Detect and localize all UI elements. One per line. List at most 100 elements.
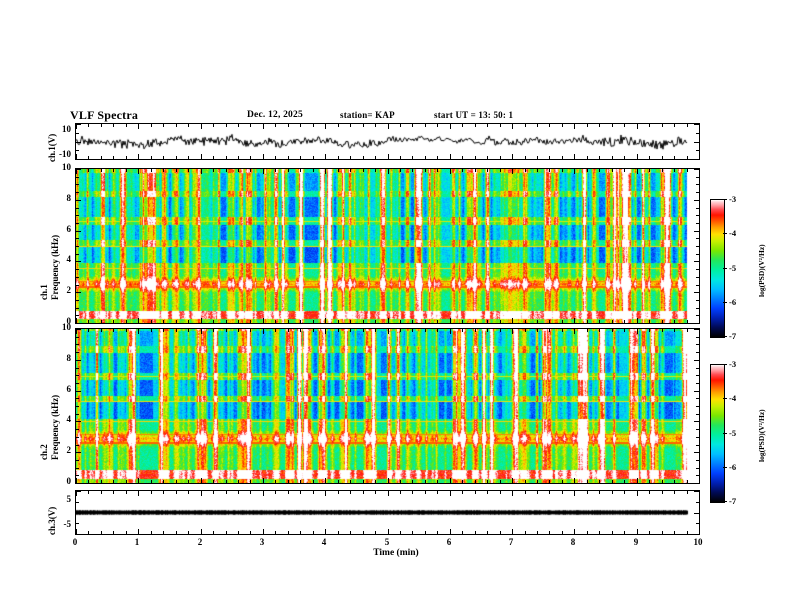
- xtick-minor: [188, 491, 189, 494]
- xtick-major: [263, 491, 264, 496]
- ytick-major: [76, 292, 81, 293]
- ch1-spectrogram-image: [76, 169, 699, 323]
- xtick-minor: [338, 156, 339, 159]
- xtick-minor: [126, 531, 127, 534]
- xtick-major: [388, 491, 389, 496]
- xtick-minor: [537, 169, 538, 172]
- xtick-major: [450, 318, 451, 323]
- xtick-minor: [612, 531, 613, 534]
- xtick-major: [388, 124, 389, 129]
- xtick-major: [76, 491, 77, 496]
- xtick-label-6: 6: [446, 537, 452, 547]
- xtick-major: [263, 318, 264, 323]
- xtick-minor: [624, 480, 625, 483]
- xtick-minor: [176, 491, 177, 494]
- xtick-minor: [412, 480, 413, 483]
- xtick-minor: [250, 320, 251, 323]
- ytick-minor: [696, 133, 699, 134]
- xtick-minor: [250, 156, 251, 159]
- xtick-minor: [400, 329, 401, 332]
- xtick-minor: [462, 480, 463, 483]
- xtick-minor: [549, 124, 550, 127]
- xtick-label-7: 7: [508, 537, 514, 547]
- xtick-major: [388, 318, 389, 323]
- xtick-minor: [288, 156, 289, 159]
- xtick-minor: [462, 169, 463, 172]
- xtick-major: [263, 169, 264, 174]
- xtick-major: [637, 169, 638, 174]
- ytick-major: [76, 261, 81, 262]
- xtick-minor: [687, 531, 688, 534]
- ch2-ytick-label-10: 10: [62, 322, 71, 332]
- ytick-major: [76, 483, 81, 484]
- xtick-minor: [363, 480, 364, 483]
- colorbar-ch2-label: log(PSD)(V²/Hz): [757, 409, 766, 462]
- ch1-ytick-label-6: 6: [66, 223, 72, 234]
- xtick-major: [574, 491, 575, 496]
- ytick-major: [694, 391, 699, 392]
- xtick-minor: [412, 169, 413, 172]
- xtick-minor: [126, 156, 127, 159]
- xtick-minor: [238, 531, 239, 534]
- xtick-minor: [437, 169, 438, 172]
- xtick-minor: [313, 169, 314, 172]
- xtick-minor: [350, 156, 351, 159]
- xtick-minor: [338, 480, 339, 483]
- xtick-major: [325, 529, 326, 534]
- ytick-minor: [76, 208, 79, 209]
- xtick-major: [450, 124, 451, 129]
- xtick-minor: [462, 320, 463, 323]
- xtick-minor: [562, 124, 563, 127]
- xtick-major: [512, 491, 513, 496]
- xtick-minor: [525, 480, 526, 483]
- xtick-minor: [537, 320, 538, 323]
- xtick-minor: [462, 491, 463, 494]
- xtick-minor: [275, 124, 276, 127]
- xtick-minor: [275, 169, 276, 172]
- colorbar-label-neg6: -6: [729, 462, 737, 472]
- figure-title: VLF Spectra: [70, 108, 139, 122]
- ytick-major: [694, 200, 699, 201]
- xtick-minor: [300, 124, 301, 127]
- xtick-minor: [549, 169, 550, 172]
- xtick-minor: [226, 124, 227, 127]
- xtick-label-0: 0: [72, 537, 78, 547]
- xtick-minor: [113, 320, 114, 323]
- xtick-major: [263, 154, 264, 159]
- xtick-minor: [113, 491, 114, 494]
- ytick-minor: [76, 375, 79, 376]
- xtick-minor: [612, 320, 613, 323]
- xtick-minor: [126, 329, 127, 332]
- xtick-minor: [437, 480, 438, 483]
- xtick-minor: [176, 480, 177, 483]
- xtick-minor: [662, 329, 663, 332]
- xtick-minor: [624, 124, 625, 127]
- ch2-ytick-label-2: 2: [66, 445, 72, 456]
- xtick-minor: [437, 329, 438, 332]
- xtick-minor: [587, 124, 588, 127]
- xtick-minor: [151, 156, 152, 159]
- xtick-major: [450, 478, 451, 483]
- xtick-minor: [562, 329, 563, 332]
- colorbar-label-neg4: -4: [729, 228, 737, 238]
- xtick-minor: [375, 169, 376, 172]
- ch3-waveform-trace: [76, 491, 699, 534]
- xtick-minor: [313, 156, 314, 159]
- xtick-minor: [101, 169, 102, 172]
- ytick-minor: [76, 192, 79, 193]
- xtick-minor: [687, 491, 688, 494]
- xtick-major: [574, 169, 575, 174]
- xtick-minor: [350, 329, 351, 332]
- xtick-minor: [500, 320, 501, 323]
- xtick-minor: [674, 124, 675, 127]
- xtick-minor: [425, 491, 426, 494]
- ytick-minor: [696, 192, 699, 193]
- xtick-minor: [101, 480, 102, 483]
- xtick-minor: [238, 329, 239, 332]
- xtick-major: [637, 491, 638, 496]
- xtick-minor: [587, 480, 588, 483]
- xtick-minor: [163, 329, 164, 332]
- xtick-minor: [662, 320, 663, 323]
- xtick-minor: [250, 124, 251, 127]
- ytick-minor: [696, 383, 699, 384]
